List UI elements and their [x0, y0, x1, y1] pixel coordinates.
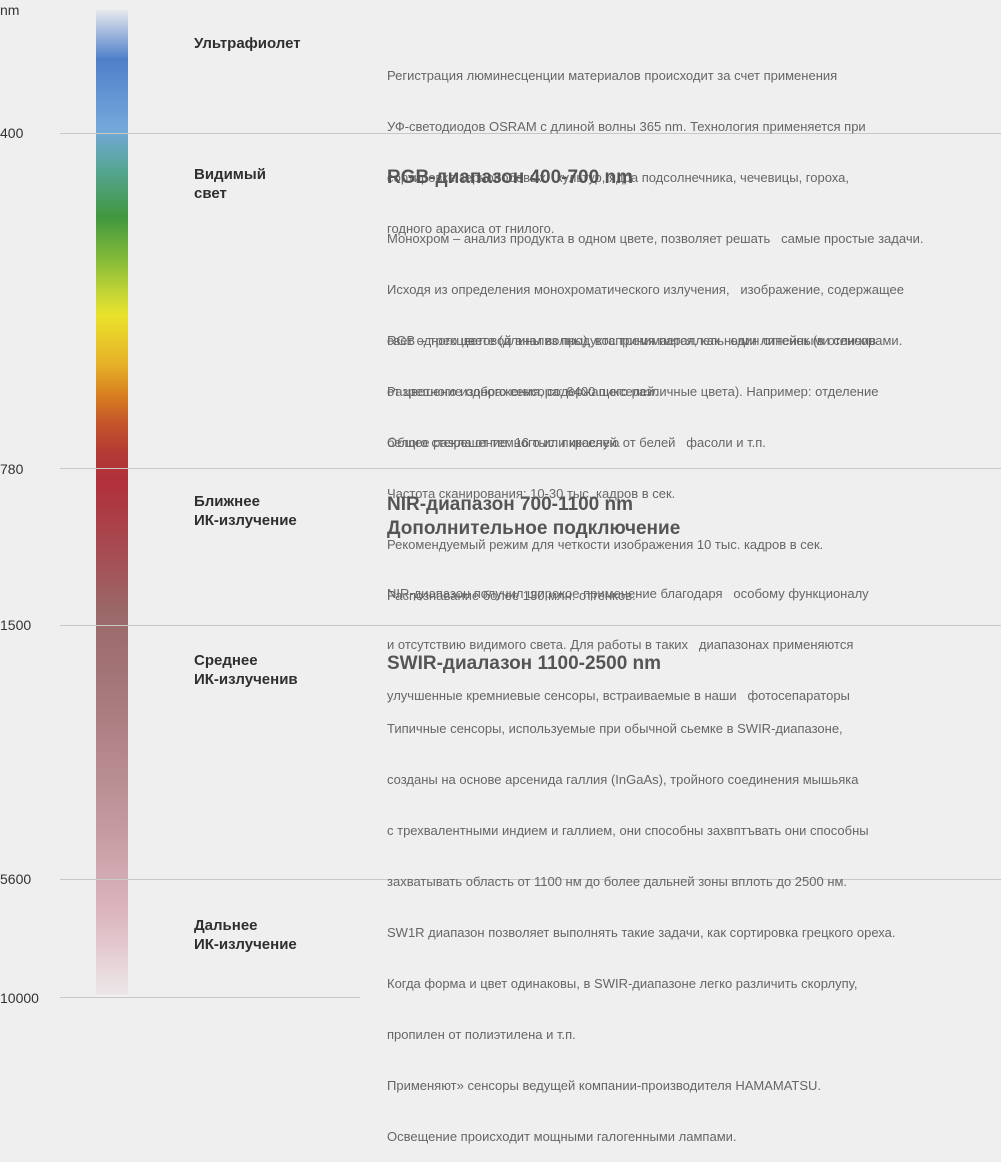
uv-description: Регистрация люминесценции материалов про…: [387, 68, 866, 236]
nir-heading: NIR-диапазон 700-1100 nm Дополнительное …: [387, 494, 681, 539]
divider-400: [60, 133, 1001, 134]
band-label-near-ir: Ближнее ИК-излучение: [194, 493, 297, 529]
tick-label-1500: 1500: [0, 617, 32, 633]
swir-description: Типичные сенсоры, используемые при обычн…: [387, 721, 896, 1144]
nir-description: NIR-диапазон получил широкое применение …: [387, 586, 869, 703]
tick-label-5600: 5600: [0, 871, 32, 887]
monochrome-description: Монохром – анализ продукта в одном цвете…: [387, 231, 924, 450]
band-label-visible: Видимый свет: [194, 166, 266, 202]
rgb-heading: RGB-диапазон 400-700 nm: [387, 167, 633, 188]
tick-label-10000: 10000: [0, 990, 39, 1006]
axis-unit-label: nm: [0, 2, 20, 18]
divider-5600: [60, 879, 1001, 880]
divider-1500: [60, 625, 1001, 626]
band-label-far-ir: Дальнее ИК-излучение: [194, 917, 297, 953]
tick-label-400: 400: [0, 125, 24, 141]
tick-label-780: 780: [0, 461, 24, 477]
band-label-ultraviolet: Ультрафиолет: [194, 35, 301, 52]
spectrum-color-bar: [96, 10, 128, 995]
divider-780: [60, 468, 1001, 469]
band-label-mid-ir: Среднее ИК-излученив: [194, 652, 298, 688]
divider-10000: [60, 997, 360, 998]
rgb-description: RGB – трехцветовой анализ продукта тремя…: [387, 333, 903, 603]
swir-heading: SWIR-диалазон 1100-2500 nm: [387, 653, 662, 674]
